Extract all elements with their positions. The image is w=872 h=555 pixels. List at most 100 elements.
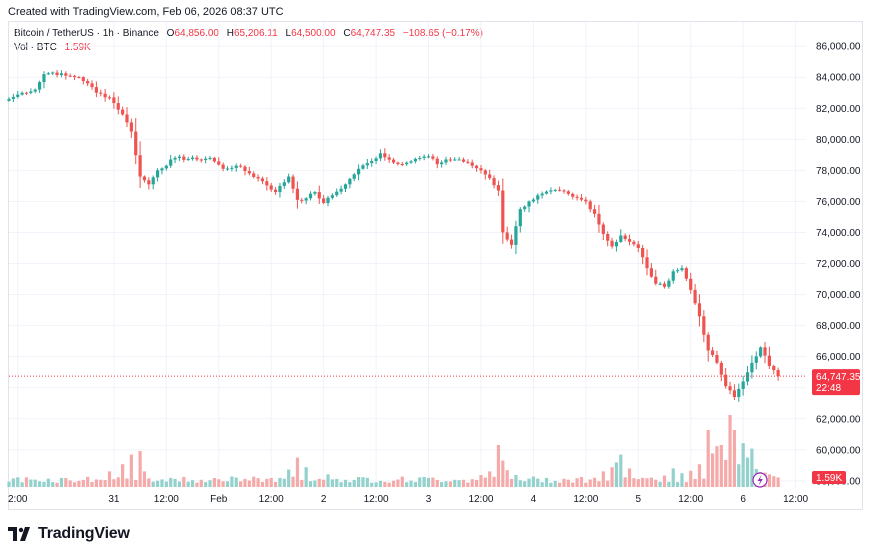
volume-bar [601, 471, 605, 487]
volume-bar [566, 479, 570, 487]
candle-body [99, 92, 103, 94]
candle [562, 189, 566, 194]
x-tick-label: 6 [740, 494, 746, 505]
price-tag-value: 64,747.35 [816, 372, 861, 383]
candle [125, 107, 129, 128]
volume-bar [575, 478, 579, 487]
candle-body [623, 235, 627, 240]
candle [492, 175, 496, 189]
y-tick-label: 74,000.00 [816, 228, 861, 239]
candle [676, 268, 680, 274]
volume-bar [470, 479, 474, 487]
candle [654, 269, 658, 286]
candle-body [496, 185, 501, 191]
volume-bar [662, 475, 667, 487]
volume-bar [676, 482, 680, 487]
candle-body [405, 162, 409, 165]
candle-body [182, 156, 186, 160]
volume-bar [365, 477, 369, 487]
y-tick-label: 70,000.00 [816, 290, 861, 301]
tradingview-logo[interactable]: TradingView [8, 523, 130, 545]
candle-body [94, 87, 98, 93]
candle [488, 169, 492, 180]
candle [357, 164, 361, 181]
candle-body [509, 239, 514, 245]
candle-body [654, 276, 658, 284]
candle-body [273, 189, 278, 193]
legend-high-value: 65,206.11 [233, 28, 278, 39]
x-tick-label: 12:00 [468, 494, 493, 505]
candle-body [562, 190, 566, 192]
x-tick-label: 5 [635, 494, 641, 505]
candle [94, 81, 98, 98]
candle [627, 234, 632, 246]
volume-bar [509, 478, 514, 487]
volume-bar [457, 480, 461, 487]
candle-body [619, 235, 623, 242]
candle [470, 159, 474, 169]
candle [77, 75, 81, 79]
volume-bar [204, 482, 208, 487]
candle-body [234, 165, 238, 168]
volume-bar [531, 476, 535, 487]
volume-bar [116, 477, 120, 487]
volume-bar [343, 479, 348, 487]
candle-body [365, 163, 369, 166]
volume-bar [142, 471, 147, 487]
candle [287, 173, 291, 184]
volume-bar [750, 448, 754, 487]
candle-body [645, 257, 649, 269]
volume-bar [444, 481, 448, 487]
legend-volume-label[interactable]: Vol · BTC [14, 42, 57, 53]
volume-bar [252, 476, 256, 487]
candle [732, 384, 737, 401]
candle [505, 226, 509, 242]
candle [234, 163, 238, 172]
volume-bar [553, 480, 557, 487]
candle-body [147, 180, 151, 185]
candle [308, 191, 313, 201]
volume-bar [190, 480, 195, 487]
candle [330, 193, 334, 200]
candle-body [239, 165, 243, 167]
volume-bar [77, 480, 81, 487]
lightning-icon[interactable] [752, 472, 768, 488]
candle [558, 186, 562, 192]
candle-body [357, 168, 361, 175]
candle-body [247, 171, 251, 174]
volume-bar [300, 479, 304, 487]
candle [544, 190, 549, 195]
candle-body [287, 176, 291, 183]
volume-bar [147, 478, 151, 487]
volume-bar [527, 478, 531, 487]
candle-body [444, 159, 448, 163]
candle [763, 342, 767, 364]
candle-body [470, 162, 474, 166]
legend-close-value: 64,747.35 [350, 28, 396, 39]
x-tick-label: 2 [321, 494, 327, 505]
volume-bar [719, 445, 723, 487]
volume-bar [488, 471, 492, 487]
volume-bar [265, 478, 269, 487]
candle [278, 182, 282, 198]
volume-bar [103, 480, 107, 487]
candle [715, 350, 719, 365]
legend-high-label: H [226, 28, 234, 39]
candle-body [16, 94, 20, 97]
volume-bar [260, 481, 265, 487]
candle [466, 159, 470, 165]
candle-body [667, 280, 671, 287]
candle [147, 177, 151, 190]
candle-body [151, 177, 155, 185]
volume-bar [671, 468, 675, 487]
candle [527, 200, 531, 213]
candle-body [330, 195, 334, 198]
legend-symbol[interactable]: Bitcoin / TetherUS · 1h · Binance [14, 28, 159, 39]
volume-bar [55, 482, 59, 487]
volume-bar [129, 454, 133, 487]
candle-body [566, 191, 570, 194]
candle-body [536, 195, 540, 200]
candle [291, 174, 295, 194]
volume-bar [636, 479, 640, 487]
